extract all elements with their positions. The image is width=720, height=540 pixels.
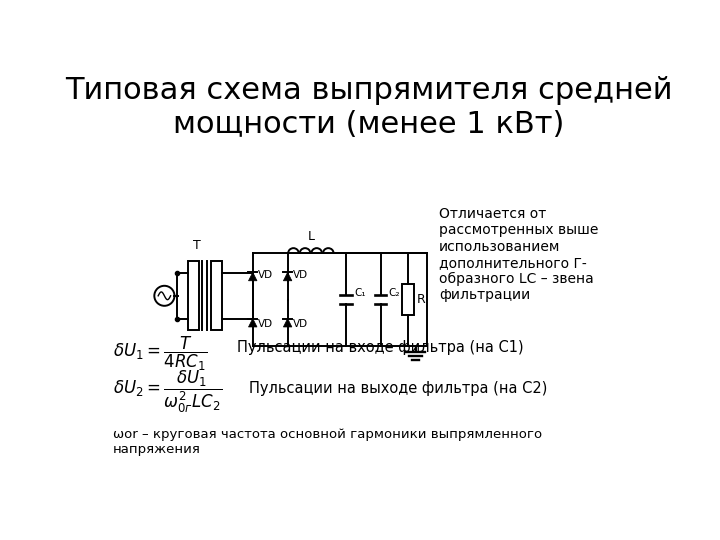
- Polygon shape: [284, 272, 292, 281]
- Text: T: T: [193, 239, 201, 252]
- Text: C₂: C₂: [389, 288, 400, 299]
- Polygon shape: [248, 319, 257, 327]
- Text: C₁: C₁: [354, 288, 366, 299]
- Bar: [402, 284, 414, 315]
- Text: Пульсации на входе фильтра (на С1): Пульсации на входе фильтра (на С1): [238, 340, 524, 355]
- Bar: [188, 261, 199, 330]
- Text: VD: VD: [258, 270, 274, 280]
- Text: Пульсации на выходе фильтра (на С2): Пульсации на выходе фильтра (на С2): [249, 381, 547, 396]
- Bar: [211, 261, 222, 330]
- Text: VD: VD: [258, 319, 274, 329]
- Text: Отличается от
рассмотренных выше
использованием
дополнительного Г-
образного LC : Отличается от рассмотренных выше использ…: [438, 207, 598, 302]
- Text: VD: VD: [293, 319, 308, 329]
- Text: $\delta U_1 = \dfrac{T}{4RC_1}$: $\delta U_1 = \dfrac{T}{4RC_1}$: [113, 334, 207, 373]
- Text: R: R: [416, 293, 425, 306]
- Text: ωоr – круговая частота основной гармоники выпрямленного
напряжения: ωоr – круговая частота основной гармоник…: [113, 428, 542, 456]
- Polygon shape: [248, 272, 257, 281]
- Text: VD: VD: [293, 270, 308, 280]
- Text: $\delta U_2 = \dfrac{\delta U_1}{\omega_{0г}^2 LC_2}$: $\delta U_2 = \dfrac{\delta U_1}{\omega_…: [113, 369, 222, 415]
- Text: L: L: [307, 231, 315, 244]
- Polygon shape: [284, 319, 292, 327]
- Text: Типовая схема выпрямителя средней
мощности (менее 1 кВт): Типовая схема выпрямителя средней мощнос…: [66, 76, 672, 139]
